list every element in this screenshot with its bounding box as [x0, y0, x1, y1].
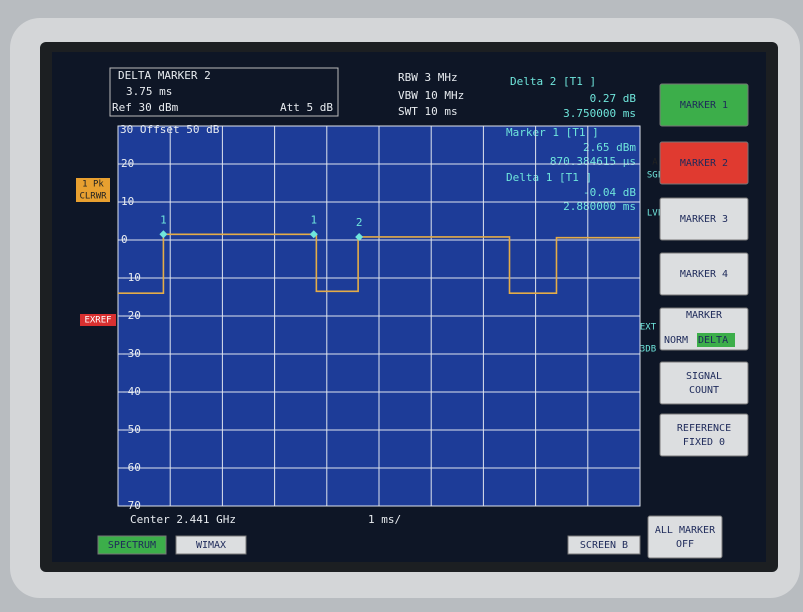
readout-level: 0.27 dB: [590, 92, 637, 105]
y-tick-label: -50: [121, 423, 141, 436]
y-tick-label: 20: [121, 157, 134, 170]
softkey-label: MARKER 3: [680, 214, 728, 225]
softkey-label: MARKER: [686, 310, 723, 321]
y-tick-label: -40: [121, 385, 141, 398]
marker-label: 1: [160, 213, 167, 226]
softkey[interactable]: [660, 414, 748, 456]
span-per-div: 1 ms/: [368, 513, 401, 526]
softkey-label: MARKER 2: [680, 158, 728, 169]
softkey-label: FIXED 0: [683, 437, 725, 448]
side-label: A: [652, 158, 658, 168]
softkey[interactable]: [648, 516, 722, 558]
softkey[interactable]: [660, 362, 748, 404]
ref-level: Ref 30 dBm: [112, 101, 179, 114]
softkey-label: MARKER 4: [680, 269, 728, 280]
trace-mode: 1 Pk: [82, 180, 104, 190]
tab-label: WIMAX: [196, 540, 226, 551]
softkey-label: SIGNAL: [686, 371, 722, 382]
readout-time: 870.384615 µs: [550, 155, 636, 168]
softkey-label: NORM: [664, 335, 688, 346]
softkey-label: ALL MARKER: [655, 525, 716, 536]
side-label: 3DB: [640, 345, 656, 355]
exref: EXREF: [84, 316, 111, 326]
y-tick-label: -30: [121, 347, 141, 360]
readout-title: Delta 1 [T1 ]: [506, 171, 592, 184]
softkey-label: DELTA: [698, 335, 728, 346]
readout-level: 2.65 dBm: [583, 141, 636, 154]
y-tick-label: -20: [121, 309, 141, 322]
readout-time: 3.750000 ms: [563, 107, 636, 120]
softkey-label: OFF: [676, 539, 694, 550]
trace-clear: CLRWR: [79, 192, 107, 202]
y-tick-label: 0: [121, 233, 128, 246]
tab-label: SCREEN B: [580, 540, 628, 551]
y-tick-label: 10: [121, 195, 134, 208]
analyzer-screen: DELTA MARKER 2 3.75 ms Ref 30 dBm Att 5 …: [0, 0, 803, 608]
side-label: EXT: [640, 323, 657, 333]
vbw: VBW 10 MHz: [398, 89, 464, 102]
center-freq: Center 2.441 GHz: [130, 513, 236, 526]
y-tick-label: -70: [121, 499, 141, 512]
softkey-label: REFERENCE: [677, 423, 731, 434]
readout-level: -0.04 dB: [583, 186, 636, 199]
softkey-label: MARKER 1: [680, 100, 728, 111]
readout-title: Delta 2 [T1 ]: [510, 75, 596, 88]
swt: SWT 10 ms: [398, 105, 458, 118]
rbw: RBW 3 MHz: [398, 71, 458, 84]
attenuation: Att 5 dB: [280, 101, 333, 114]
y-tick-label: -10: [121, 271, 141, 284]
mode: DELTA MARKER 2: [118, 69, 211, 82]
mode-value: 3.75 ms: [126, 85, 172, 98]
marker-label: 1: [310, 213, 317, 226]
readout-title: Marker 1 [T1 ]: [506, 126, 599, 139]
softkey-label: COUNT: [689, 385, 719, 396]
tab-label: SPECTRUM: [108, 540, 156, 551]
marker-label: 2: [356, 216, 363, 229]
y-tick-label: -60: [121, 461, 141, 474]
